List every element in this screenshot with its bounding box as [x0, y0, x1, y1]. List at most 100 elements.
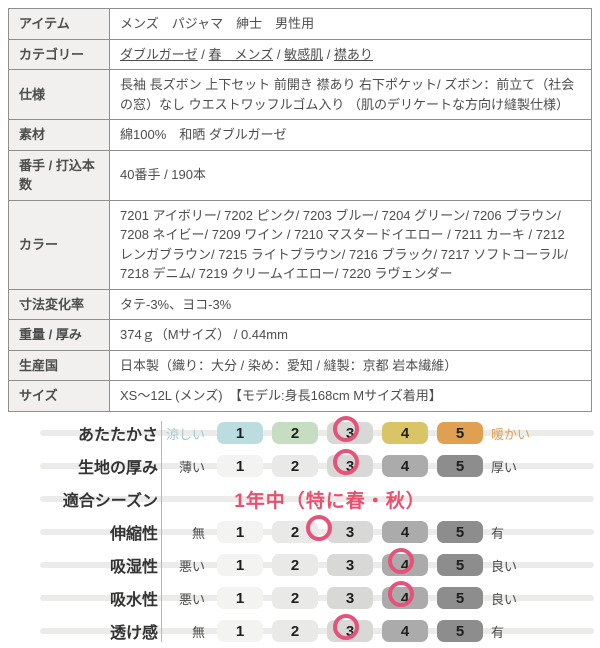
- spec-value: メンズ パジャマ 紳士 男性用: [109, 8, 592, 40]
- spec-value: 374ｇ（Mサイズ） / 0.44mm: [109, 319, 592, 351]
- table-row: 寸法変化率 タテ-3%、ヨコ-3%: [8, 288, 592, 320]
- rating-row-warmth: あたたかさ 涼しい 1 2 3 4 5 暖かい: [0, 415, 600, 450]
- scale-pill-1: 1: [217, 422, 263, 444]
- scale-pill-5: 5: [437, 422, 483, 444]
- spec-value: ダブルガーゼ / 春 メンズ / 敏感肌 / 襟あり: [109, 38, 592, 70]
- rating-chart: あたたかさ 涼しい 1 2 3 4 5 暖かい 生地の厚み 薄い 1 2 3 4…: [0, 415, 600, 648]
- category-link-spring-mens[interactable]: 春 メンズ: [208, 46, 274, 62]
- separator: /: [273, 46, 285, 62]
- spec-label: 重量 / 厚み: [8, 319, 110, 351]
- table-row: カラー 7201 アイボリー/ 7202 ピンク/ 7203 ブルー/ 7204…: [8, 199, 592, 290]
- scale-pill-1: 1: [217, 455, 263, 477]
- spec-label: カテゴリー: [8, 38, 110, 70]
- scale-end-label-left: 悪い: [178, 591, 205, 607]
- scale-pill-4: 4: [382, 422, 428, 444]
- product-spec-table: アイテム メンズ パジャマ 紳士 男性用 カテゴリー ダブルガーゼ / 春 メン…: [8, 8, 592, 412]
- rating-row-moisture: 吸湿性 悪い 1 2 3 4 5 良い: [0, 547, 600, 582]
- scale-pill-5: 5: [437, 587, 483, 609]
- spec-value: 7201 アイボリー/ 7202 ピンク/ 7203 ブルー/ 7204 グリー…: [109, 199, 592, 290]
- scale-pill-1: 1: [217, 587, 263, 609]
- table-row: 重量 / 厚み 374ｇ（Mサイズ） / 0.44mm: [8, 319, 592, 351]
- scale-pills: 1 2 3 4 5: [217, 587, 483, 609]
- rating-row-label: 適合シーズン: [62, 493, 158, 510]
- rating-circle-mark: [333, 448, 359, 475]
- scale-pill-5: 5: [437, 554, 483, 576]
- table-row: アイテム メンズ パジャマ 紳士 男性用: [8, 8, 592, 40]
- rating-row-label: 生地の厚み: [77, 460, 158, 477]
- spec-label: カラー: [8, 199, 110, 290]
- rating-row-label: 透け感: [109, 625, 158, 642]
- table-row: 番手 / 打込本数 40番手 / 190本: [8, 149, 592, 201]
- scale-pill-1: 1: [217, 620, 263, 642]
- category-link-double-gauze[interactable]: ダブルガーゼ: [120, 46, 198, 62]
- scale-end-label-left: 無: [191, 525, 205, 541]
- scale-end-label-right: 有: [491, 525, 505, 541]
- category-link-collared[interactable]: 襟あり: [333, 46, 373, 62]
- spec-value: 日本製（織り：大分 / 染め：愛知 / 縫製：京都 岩本繊維）: [109, 349, 592, 381]
- rating-row-stretch: 伸縮性 無 1 2 3 4 5 有: [0, 514, 600, 549]
- scale-pill-1: 1: [217, 554, 263, 576]
- scale-pill-3: 3: [327, 587, 373, 609]
- scale-end-label-right: 良い: [491, 591, 518, 607]
- table-row: サイズ XS～12L (メンズ) 【モデル:身長168cm Mサイズ着用】: [8, 380, 592, 412]
- rating-circle-mark: [388, 547, 414, 574]
- spec-label: 寸法変化率: [8, 288, 110, 320]
- scale-pills: 1 2 3 4 5: [217, 554, 483, 576]
- spec-label: サイズ: [8, 380, 110, 412]
- scale-pill-2: 2: [272, 587, 318, 609]
- scale-pill-3: 3: [327, 521, 373, 543]
- rating-row-season: 適合シーズン 1年中（特に春・秋）: [0, 483, 600, 516]
- spec-value: 40番手 / 190本: [109, 149, 592, 201]
- scale-pill-1: 1: [217, 521, 263, 543]
- spec-label: 番手 / 打込本数: [8, 149, 110, 201]
- chart-divider-line: [161, 420, 162, 642]
- table-row: 素材 綿100% 和晒 ダブルガーゼ: [8, 119, 592, 151]
- spec-label: アイテム: [8, 8, 110, 40]
- rating-row-label: 吸湿性: [109, 559, 158, 576]
- separator: /: [323, 46, 334, 62]
- scale-end-label-right: 良い: [491, 558, 518, 574]
- product-spec-section: アイテム メンズ パジャマ 紳士 男性用 カテゴリー ダブルガーゼ / 春 メン…: [8, 8, 592, 412]
- scale-pill-2: 2: [272, 422, 318, 444]
- spec-label: 生産国: [8, 349, 110, 381]
- rating-row-label: 吸水性: [109, 592, 158, 609]
- table-row: 生産国 日本製（織り：大分 / 染め：愛知 / 縫製：京都 岩本繊維）: [8, 349, 592, 381]
- spec-value: 綿100% 和晒 ダブルガーゼ: [109, 119, 592, 151]
- scale-pill-4: 4: [382, 620, 428, 642]
- rating-row-label: あたたかさ: [77, 427, 158, 444]
- scale-end-label-right: 暖かい: [491, 426, 531, 442]
- scale-pill-3: 3: [327, 554, 373, 576]
- rating-circle-mark: [333, 415, 359, 442]
- scale-end-label-left: 無: [191, 624, 205, 640]
- scale-pill-4: 4: [382, 455, 428, 477]
- scale-pill-2: 2: [272, 455, 318, 477]
- table-row: 仕様 長袖 長ズボン 上下セット 前開き 襟あり 右下ポケット/ ズボン：前立て…: [8, 69, 592, 120]
- scale-pill-4: 4: [382, 521, 428, 543]
- spec-label: 素材: [8, 119, 110, 151]
- table-row: カテゴリー ダブルガーゼ / 春 メンズ / 敏感肌 / 襟あり: [8, 38, 592, 70]
- scale-pill-5: 5: [437, 620, 483, 642]
- spec-value: タテ-3%、ヨコ-3%: [109, 288, 592, 320]
- scale-end-label-left: 悪い: [178, 558, 205, 574]
- scale-end-label-right: 厚い: [491, 459, 518, 475]
- rating-row-thickness: 生地の厚み 薄い 1 2 3 4 5 厚い: [0, 448, 600, 483]
- scale-pill-2: 2: [272, 620, 318, 642]
- separator: /: [197, 46, 209, 62]
- rating-circle-mark: [306, 514, 332, 541]
- rating-row-label: 伸縮性: [109, 526, 158, 543]
- rating-row-water: 吸水性 悪い 1 2 3 4 5 良い: [0, 580, 600, 615]
- season-note-text: 1年中（特に春・秋）: [234, 490, 426, 512]
- scale-end-label-right: 有: [491, 624, 505, 640]
- spec-value: 長袖 長ズボン 上下セット 前開き 襟あり 右下ポケット/ ズボン：前立て（社会…: [109, 69, 592, 120]
- scale-pill-5: 5: [437, 455, 483, 477]
- row-band: [40, 496, 594, 502]
- rating-row-sheerness: 透け感 無 1 2 3 4 5 有: [0, 613, 600, 648]
- scale-pills: 1 2 3 4 5: [217, 521, 483, 543]
- scale-pill-2: 2: [272, 554, 318, 576]
- scale-end-label-left: 薄い: [178, 459, 205, 475]
- spec-label: 仕様: [8, 69, 110, 120]
- category-link-sensitive-skin[interactable]: 敏感肌: [284, 46, 324, 62]
- scale-end-label-left: 涼しい: [165, 426, 205, 442]
- scale-pill-5: 5: [437, 521, 483, 543]
- scale-pills: 1 2 3 4 5: [217, 455, 483, 477]
